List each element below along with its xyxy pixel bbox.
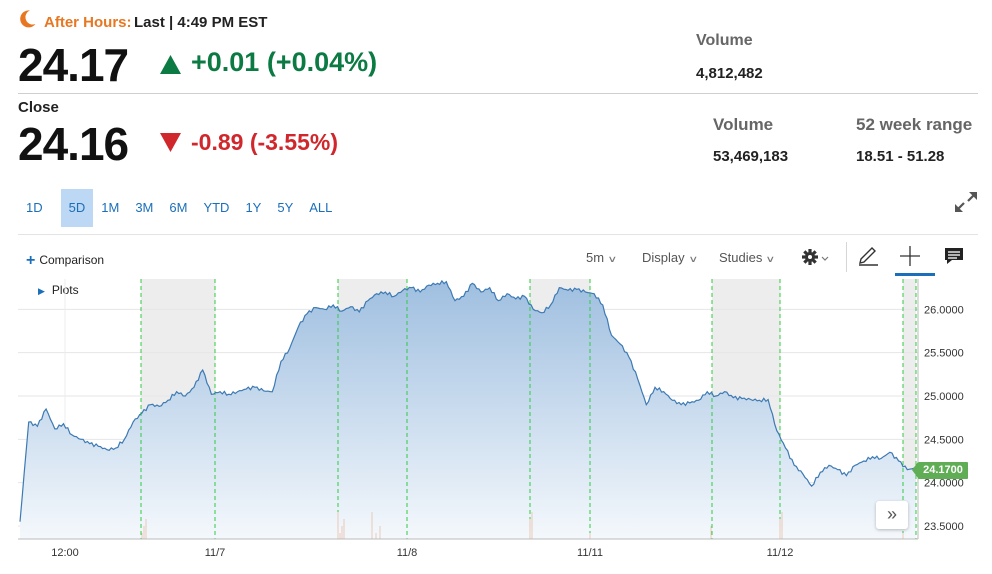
x-tick-label: 11/11 <box>577 547 603 559</box>
chevron-down-icon: ∨ <box>687 254 698 264</box>
y-tick-label: 25.0000 <box>924 391 964 403</box>
toolbar-separator <box>846 242 847 272</box>
range-tab-1y[interactable]: 1Y <box>245 200 262 215</box>
after-hours-price: 24.17 <box>18 39 129 91</box>
active-tool-indicator <box>895 273 935 276</box>
comparison-button[interactable]: + Comparison <box>26 252 104 270</box>
volume-value: 53,469,183 <box>713 148 789 165</box>
after-hours-label: After Hours: <box>44 14 132 31</box>
double-chevron-right-icon: » <box>886 504 897 524</box>
scroll-forward-button[interactable]: » <box>876 501 908 529</box>
down-arrow-icon <box>160 133 181 152</box>
after-hours-change: +0.01 (+0.04%) <box>191 47 378 77</box>
close-label: Close <box>18 99 59 116</box>
moon-icon <box>20 10 36 28</box>
comment-icon[interactable] <box>943 246 965 266</box>
range-tab-6m[interactable]: 6M <box>169 200 188 215</box>
close-change: -0.89 (-3.55%) <box>191 129 339 155</box>
studies-dropdown[interactable]: Studies ∨ <box>719 250 776 265</box>
interval-dropdown[interactable]: 5m ∨ <box>586 250 618 265</box>
y-tick-label: 24.0000 <box>924 478 964 490</box>
x-tick-label: 11/8 <box>397 547 418 559</box>
volume-label: Volume <box>713 115 774 134</box>
range-tab-all[interactable]: ALL <box>309 200 333 215</box>
range-tab-5y[interactable]: 5Y <box>277 200 294 215</box>
comparison-label: Comparison <box>39 253 105 267</box>
up-arrow-icon <box>160 55 181 74</box>
x-tick-label: 12:00 <box>51 547 79 559</box>
interval-label: 5m <box>586 250 605 265</box>
caret-right-icon: ▶ <box>38 286 45 296</box>
expand-icon[interactable] <box>953 190 979 214</box>
pencil-icon[interactable] <box>857 246 879 266</box>
range-tabs: 1D 5D 1M 3M 6M YTD 1Y 5Y ALL <box>18 189 340 227</box>
y-tick-label: 26.0000 <box>924 304 964 316</box>
y-tick-label: 24.5000 <box>924 434 964 446</box>
chevron-down-icon: ∨ <box>765 254 776 264</box>
close-price: 24.16 <box>18 118 129 170</box>
y-tick-label: 25.5000 <box>924 348 964 360</box>
price-line <box>19 279 917 522</box>
price-chart[interactable]: 26.0000 25.5000 25.0000 24.5000 24.0000 23.50… <box>0 276 992 574</box>
week-range-label: 52 week range <box>856 115 973 134</box>
after-hours-last-time: Last | 4:49 PM EST <box>134 14 268 31</box>
price-area <box>20 280 916 539</box>
crosshair-icon[interactable] <box>899 245 921 267</box>
range-tab-1d[interactable]: 1D <box>26 200 43 215</box>
gear-icon[interactable] <box>801 248 831 266</box>
x-tick-label: 11/12 <box>767 547 794 559</box>
range-tab-ytd[interactable]: YTD <box>203 200 230 215</box>
range-tab-5d[interactable]: 5D <box>60 189 94 227</box>
range-tab-3m[interactable]: 3M <box>135 200 154 215</box>
chevron-down-icon: ∨ <box>607 254 618 264</box>
week-range-value: 18.51 - 51.28 <box>856 148 945 165</box>
display-dropdown[interactable]: Display ∨ <box>642 250 698 265</box>
after-hours-volume-label: Volume <box>696 32 753 49</box>
range-tab-1m[interactable]: 1M <box>101 200 120 215</box>
after-hours-volume-value: 4,812,482 <box>696 65 763 82</box>
last-price-tag: 24.1700 <box>912 462 968 479</box>
x-tick-label: 11/7 <box>205 547 226 559</box>
studies-label: Studies <box>719 250 763 265</box>
plus-icon: + <box>26 252 36 269</box>
display-label: Display <box>642 250 685 265</box>
y-tick-label: 23.5000 <box>924 521 964 533</box>
toolbar-divider <box>18 234 978 235</box>
header-divider <box>18 93 978 94</box>
